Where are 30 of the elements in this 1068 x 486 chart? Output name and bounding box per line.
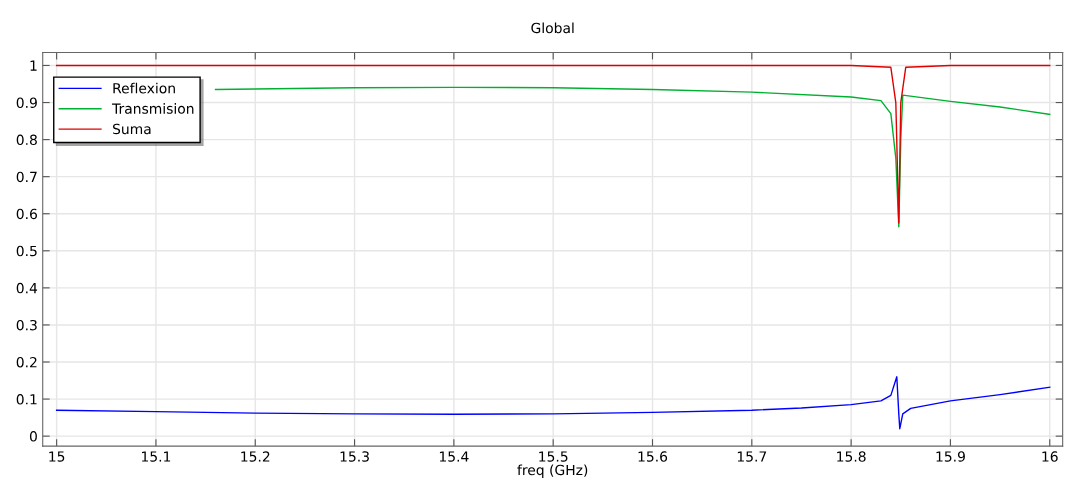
line-series <box>214 86 1051 228</box>
y-tick-label: 0.7 <box>16 171 37 183</box>
x-tick-label: 15.6 <box>638 451 668 462</box>
y-tick-label: 0.8 <box>16 134 37 146</box>
x-tick-label: 16 <box>1042 451 1058 462</box>
y-tick-label: 0 <box>29 431 37 442</box>
y-tick-label: 0.1 <box>16 394 37 405</box>
x-tick-label: 15.8 <box>837 451 866 462</box>
x-tick-label: 15.4 <box>439 451 469 462</box>
y-tick-label: 1 <box>30 60 37 71</box>
x-axis-title: freq (GHz) <box>517 464 588 478</box>
legend-label: Reflexion <box>113 82 175 94</box>
y-tick-label: 0.2 <box>16 356 37 368</box>
y-tick-label: 0.5 <box>16 245 37 257</box>
y-tick-label: 0.6 <box>16 208 37 220</box>
x-tick-label: 15.1 <box>142 451 171 462</box>
line-series <box>55 376 1051 430</box>
x-tick-label: 15.9 <box>936 451 965 462</box>
x-tick-label: 15.3 <box>340 451 369 462</box>
y-tick-label: 0.4 <box>16 282 38 294</box>
chart-title: Global <box>531 22 574 34</box>
y-tick-label: 0.9 <box>16 97 37 108</box>
legend-label: Transmision <box>112 103 194 114</box>
x-tick-label: 15.2 <box>241 451 270 462</box>
legend-label: Suma <box>112 123 151 135</box>
x-tick-label: 15 <box>49 451 65 462</box>
y-tick-label: 0.3 <box>16 319 37 331</box>
x-tick-label: 15.7 <box>737 451 767 462</box>
line-series <box>55 64 1051 224</box>
x-tick-label: 15.5 <box>539 451 568 462</box>
